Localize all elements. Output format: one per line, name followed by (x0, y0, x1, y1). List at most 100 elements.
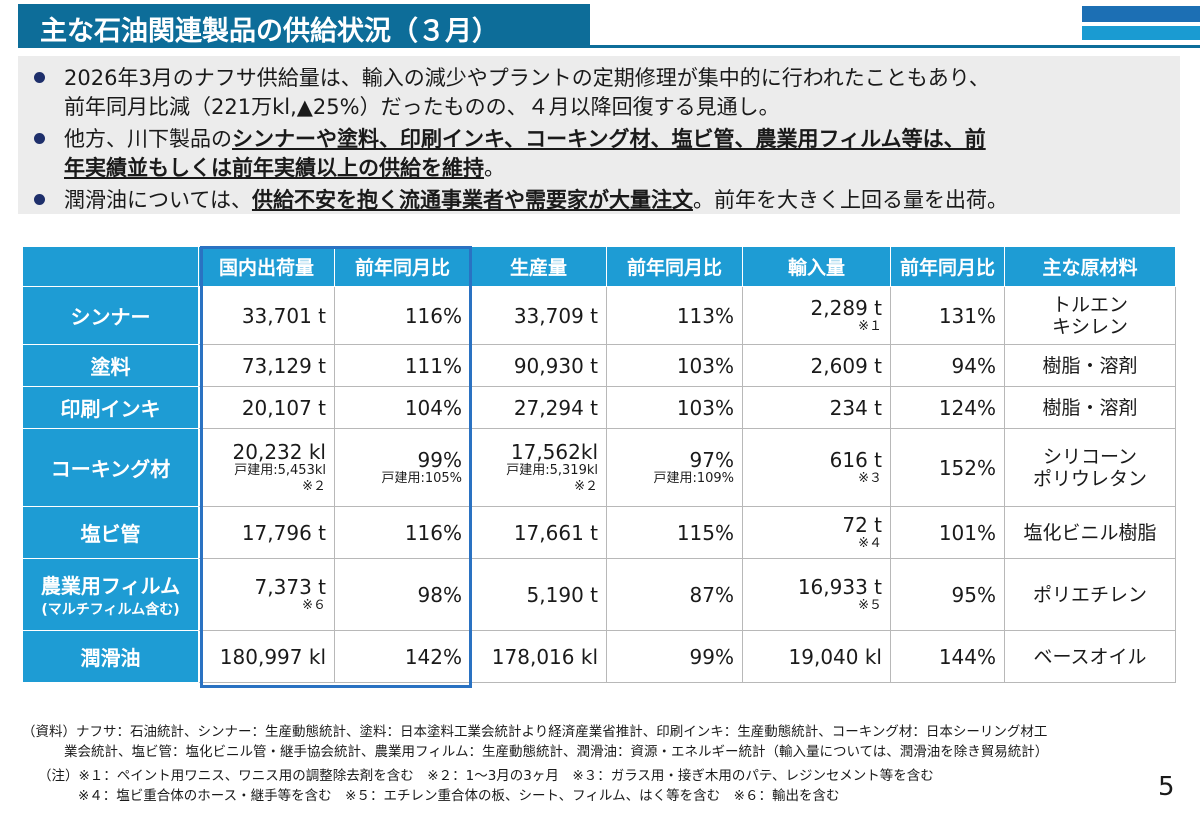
import-cell: 19,040 kl (742, 630, 891, 683)
footnote-notes-1: （注）※１：ペイント用ワニス、ワニス用の調整除去剤を含む ※２：1～3月の3ヶ月… (38, 768, 934, 784)
import-yoy-cell-value: 95% (951, 582, 996, 607)
production-cell-value: 17,661 t (513, 520, 598, 545)
import-yoy-cell: 95% (890, 558, 1005, 631)
table-row: コーキング材 20,232 kl 戸建用:5,453kl ※２ 99% 戸建用:105% 1… (22, 428, 1176, 507)
material-name: シリコーン (1042, 445, 1138, 468)
import-yoy-cell-value: 124% (938, 395, 996, 420)
import-yoy-cell: 94% (890, 344, 1005, 387)
column-header: 前年同月比 (334, 246, 471, 287)
column-header: 国内出荷量 (198, 246, 335, 287)
material-name: トルエン (1051, 293, 1128, 316)
shipment-yoy-cell: 99% 戸建用:105% (334, 428, 471, 507)
import-cell: 2,609 t (742, 344, 891, 387)
production-yoy-cell-value: 87% (689, 582, 734, 607)
row-label: コーキング材 (22, 428, 199, 507)
production-cell-value: 27,294 t (513, 395, 598, 420)
bullet-dot (34, 194, 45, 205)
material-name: ポリエチレン (1032, 583, 1147, 606)
production-cell: 90,930 t (470, 344, 607, 387)
supply-table: 国内出荷量 前年同月比 生産量 前年同月比 輸入量 前年同月比 主な原材料 シンナー 33,7… (22, 246, 1176, 683)
title-bar: 主な石油関連製品の供給状況（３月） (18, 4, 590, 48)
production-cell-value: 178,016 kl (491, 644, 598, 669)
bullet-text: 。 (484, 156, 505, 180)
footnote-source-1: （資料）ナフサ：石油統計、シンナー：生産動態統計、塗料：日本塗料工業会統計より経… (22, 724, 1048, 740)
material-cell: ポリエチレン (1004, 558, 1176, 631)
production-yoy-cell-value: 115% (676, 520, 734, 545)
import-cell-value: 16,933 t (797, 574, 882, 599)
column-header: 前年同月比 (606, 246, 743, 287)
production-yoy-cell: 87% (606, 558, 743, 631)
shipment-yoy-cell-value: 98% (417, 582, 462, 607)
table-body: シンナー 33,701 t 116% 33,709 t 113% 2,289 t ※１ 131… (22, 286, 1176, 683)
material-name: 樹脂・溶剤 (1042, 396, 1138, 419)
production-yoy-cell-value: 97% (689, 447, 734, 472)
summary-box: 2026年3月のナフサ供給量は、輸入の減少やプラントの定期修理が集中的に行われた… (18, 56, 1180, 214)
bullet-emphasis: 供給不安を抱く流通事業者や需要家が大量注文 (251, 188, 693, 212)
production-cell: 178,016 kl (470, 630, 607, 683)
bullet-text: 2026年3月のナフサ供給量は、輸入の減少やプラントの定期修理が集中的に行われた… (64, 66, 990, 90)
column-header: 生産量 (470, 246, 607, 287)
decoration-bar-top (1082, 6, 1200, 22)
bullet-line: 年実績並もしくは前年実績以上の供給を維持。 (64, 152, 505, 182)
bullet-line: 前年同月比減（221万kl,▲25%）だったものの、４月以降回復する見通し。 (64, 91, 780, 121)
bullet-line: 潤滑油については、供給不安を抱く流通事業者や需要家が大量注文。前年を大きく上回る… (64, 184, 1008, 214)
import-yoy-cell-value: 101% (938, 520, 996, 545)
production-yoy-cell-value: 99% (689, 644, 734, 669)
row-label: 塩ビ管 (22, 506, 199, 559)
table-row: 潤滑油 180,997 kl 142% 178,016 kl 99% 19,040 kl 1… (22, 630, 1176, 683)
import-yoy-cell-value: 131% (938, 303, 996, 328)
domestic-shipment-cell-value: 7,373 t (254, 574, 326, 599)
bullet-dot (34, 72, 45, 83)
production-cell-sub: 戸建用:5,319kl (506, 462, 598, 478)
bullet-line: 2026年3月のナフサ供給量は、輸入の減少やプラントの定期修理が集中的に行われた… (64, 62, 990, 92)
production-yoy-cell: 113% (606, 286, 743, 345)
material-name: ベースオイル (1033, 645, 1147, 668)
production-yoy-cell-value: 103% (676, 395, 734, 420)
shipment-yoy-cell: 98% (334, 558, 471, 631)
import-yoy-cell-value: 144% (938, 644, 996, 669)
shipment-yoy-cell-value: 104% (404, 395, 462, 420)
table-row: 印刷インキ 20,107 t 104% 27,294 t 103% 234 t 124% 樹脂… (22, 386, 1176, 429)
shipment-yoy-cell-value: 142% (404, 644, 462, 669)
material-name: キシレン (1051, 315, 1128, 338)
footnote-notes-2: ※４：塩ビ重合体のホース・継手等を含む ※５：エチレン重合体の板、シート、フィル… (78, 788, 840, 804)
column-header (22, 246, 199, 287)
domestic-shipment-cell: 20,232 kl 戸建用:5,453kl ※２ (198, 428, 335, 507)
bullet-emphasis: 年実績並もしくは前年実績以上の供給を維持 (64, 156, 484, 180)
shipment-yoy-cell: 142% (334, 630, 471, 683)
footnote-source-2: 業会統計、塩ビ管：塩化ビニル管・継手協会統計、農業用フィルム：生産動態統計、潤滑… (64, 744, 1049, 760)
row-label: 塗料 (22, 344, 199, 387)
row-label: 印刷インキ (22, 386, 199, 429)
domestic-shipment-cell-value: 33,701 t (241, 303, 326, 328)
material-cell: 樹脂・溶剤 (1004, 344, 1176, 387)
shipment-yoy-cell: 116% (334, 506, 471, 559)
domestic-shipment-cell-value: 180,997 kl (219, 644, 326, 669)
production-cell-value: 17,562kl (510, 439, 598, 464)
shipment-yoy-cell-value: 99% (417, 447, 462, 472)
import-yoy-cell: 101% (890, 506, 1005, 559)
table-header-row: 国内出荷量 前年同月比 生産量 前年同月比 輸入量 前年同月比 主な原材料 (22, 246, 1176, 287)
product-name: 塩ビ管 (80, 522, 141, 546)
import-cell-value: 2,289 t (810, 295, 882, 320)
import-yoy-cell-value: 152% (938, 455, 996, 480)
bullet-dot (34, 133, 45, 144)
material-cell: 樹脂・溶剤 (1004, 386, 1176, 429)
domestic-shipment-cell-note: ※２ (302, 478, 326, 494)
production-cell: 33,709 t (470, 286, 607, 345)
shipment-yoy-cell-sub: 戸建用:105% (381, 470, 462, 486)
domestic-shipment-cell-value: 17,796 t (241, 520, 326, 545)
row-label: シンナー (22, 286, 199, 345)
product-name-sub: (マルチフィルム含む) (41, 602, 180, 618)
column-header: 前年同月比 (890, 246, 1005, 287)
material-name: ポリウレタン (1032, 467, 1147, 490)
shipment-yoy-cell-value: 116% (404, 520, 462, 545)
domestic-shipment-cell-value: 20,232 kl (232, 439, 326, 464)
bullet-line: 他方、川下製品のシンナーや塗料、印刷インキ、コーキング材、塩ビ管、農業用フィルム… (64, 123, 986, 153)
import-yoy-cell: 144% (890, 630, 1005, 683)
import-cell-value: 72 t (842, 512, 882, 537)
material-cell: ベースオイル (1004, 630, 1176, 683)
shipment-yoy-cell-value: 116% (404, 303, 462, 328)
production-yoy-cell-value: 103% (676, 353, 734, 378)
material-cell: シリコーン ポリウレタン (1004, 428, 1176, 507)
import-cell: 234 t (742, 386, 891, 429)
